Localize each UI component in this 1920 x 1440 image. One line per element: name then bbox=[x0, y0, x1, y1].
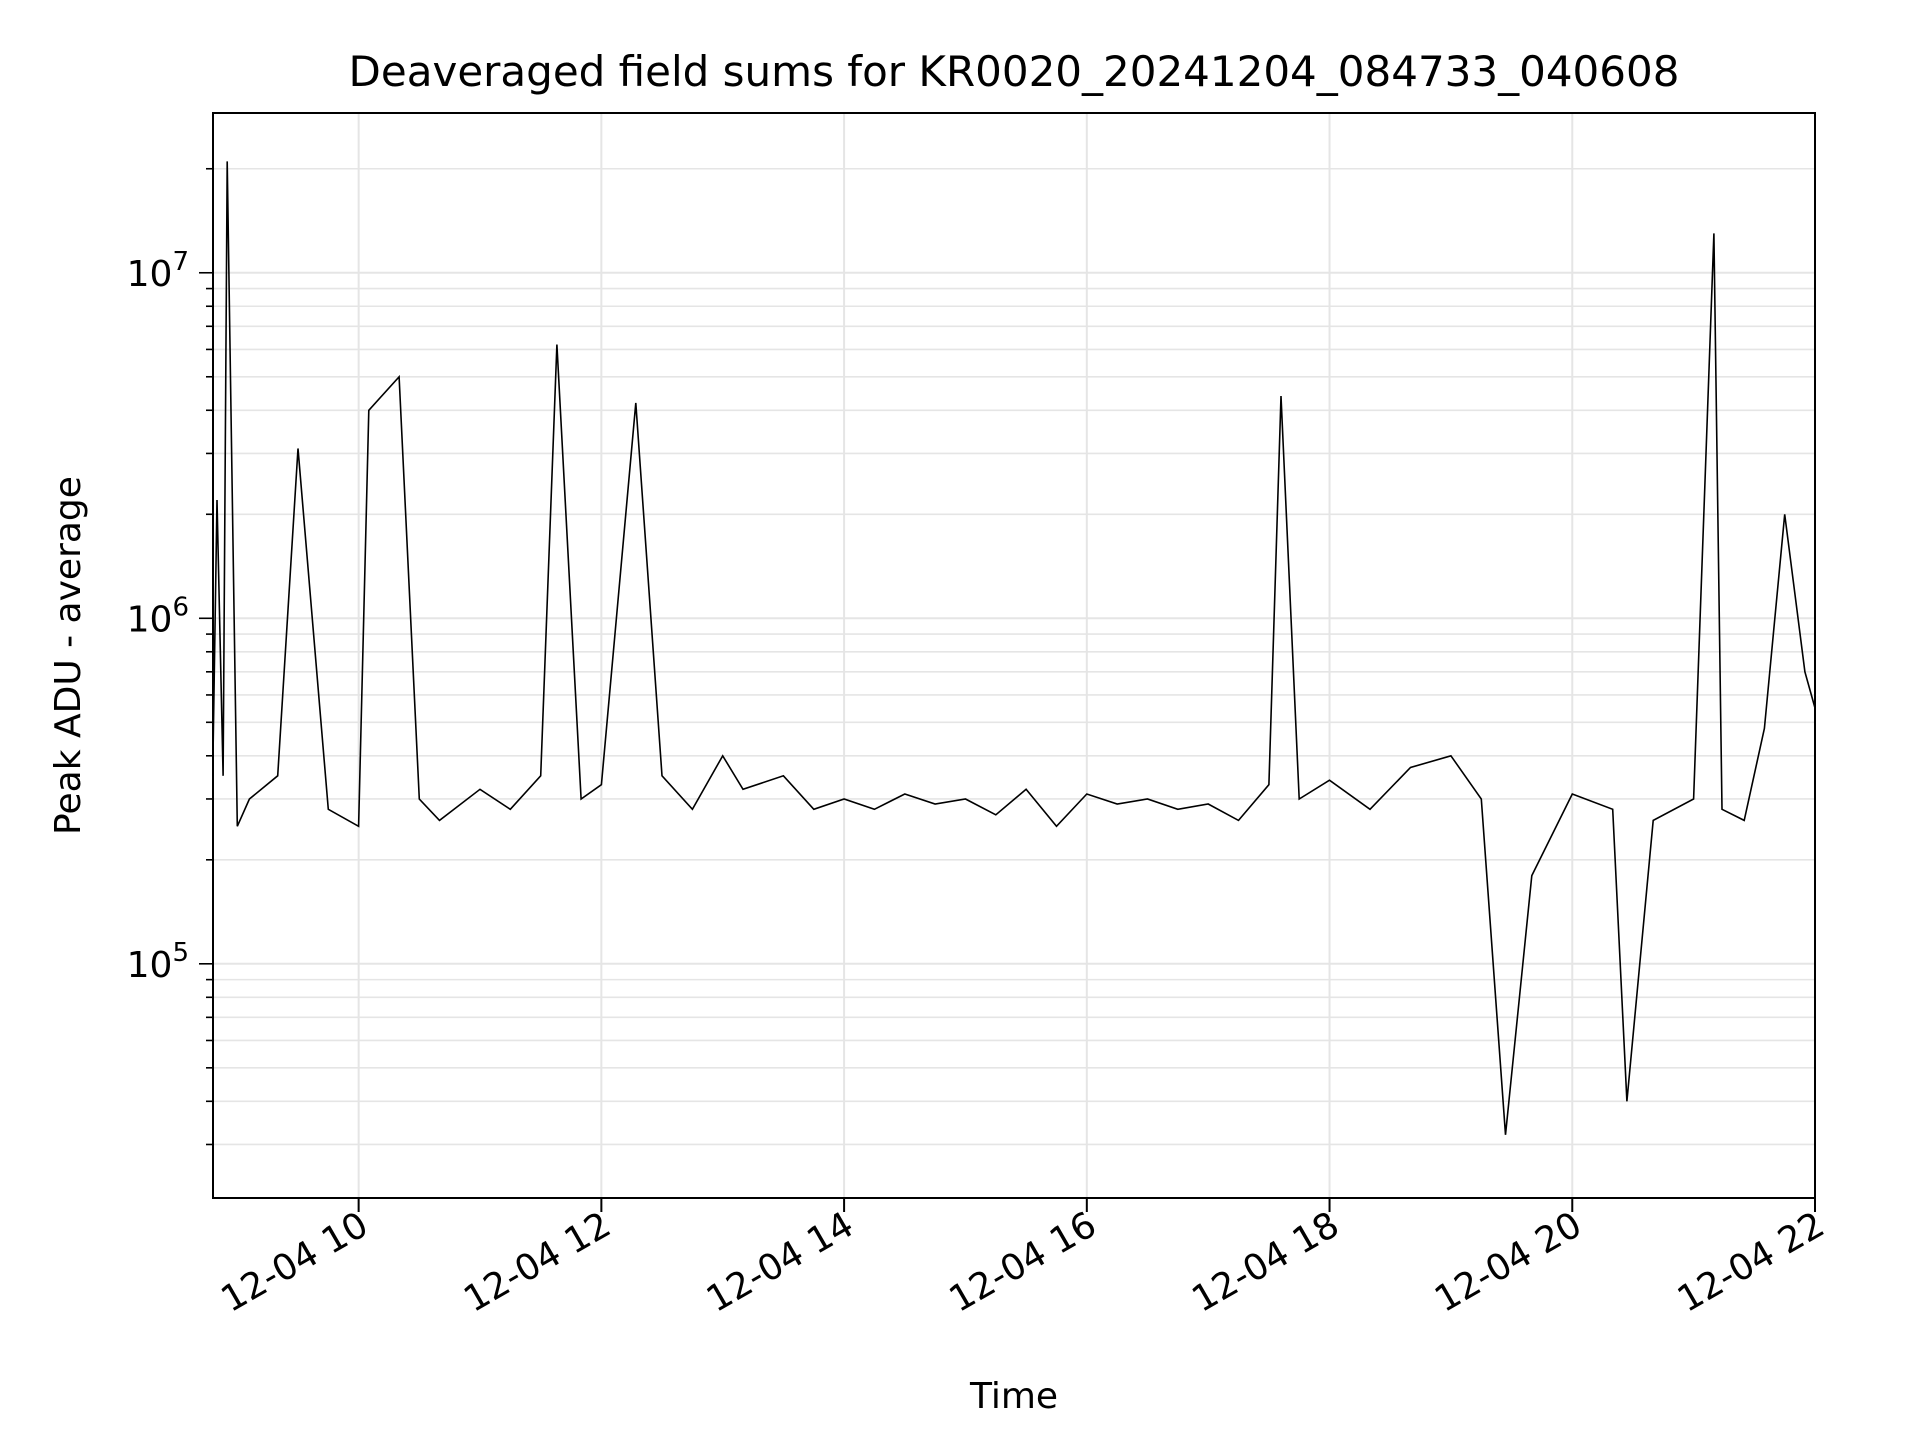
chart-title: Deaveraged field sums for KR0020_2024120… bbox=[349, 47, 1680, 96]
y-tick-label: 105 bbox=[127, 938, 189, 986]
y-tick-label: 107 bbox=[127, 247, 189, 295]
series-group bbox=[212, 161, 1816, 1135]
y-axis-label: Peak ADU - average bbox=[48, 476, 89, 835]
y-tick-label: 106 bbox=[127, 592, 189, 640]
series-line-0 bbox=[212, 161, 1816, 1135]
y-axis: 105 106 107 bbox=[127, 247, 189, 986]
x-axis-label: Time bbox=[969, 1376, 1058, 1417]
plot-frame bbox=[212, 112, 1816, 1199]
